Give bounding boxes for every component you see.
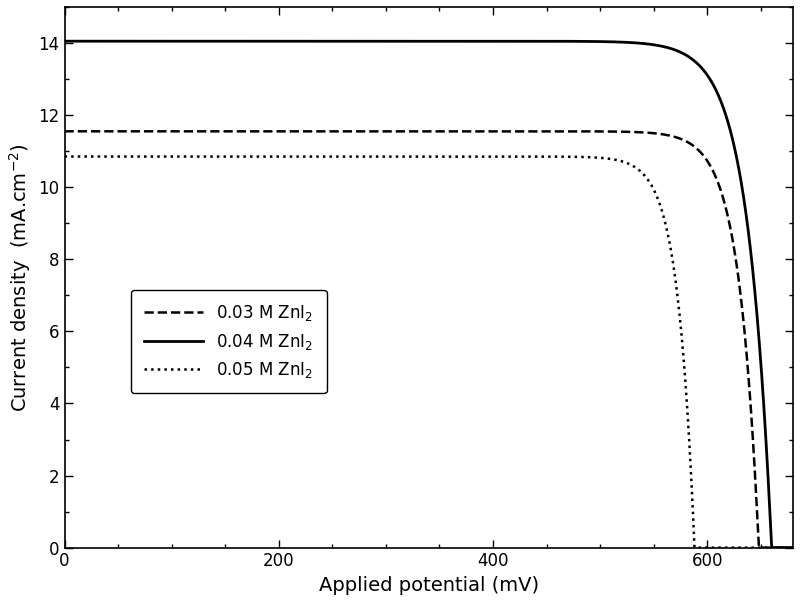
0.03 M ZnI$_2$ [380, 128, 390, 135]
0.04 M ZnI$_2$ [190, 37, 199, 45]
0.04 M ZnI$_2$ [380, 37, 390, 45]
0.04 M ZnI$_2$ [60, 37, 70, 45]
0.03 M ZnI$_2$ [714, 182, 724, 189]
0.03 M ZnI$_2$ [754, 544, 764, 551]
0.03 M ZnI$_2$ [347, 128, 357, 135]
0.05 M ZnI$_2$ [347, 153, 357, 160]
0.05 M ZnI$_2$ [795, 544, 800, 551]
0.03 M ZnI$_2$ [190, 128, 199, 135]
0.03 M ZnI$_2$ [146, 128, 155, 135]
0.04 M ZnI$_2$ [767, 544, 777, 551]
Line: 0.04 M ZnI$_2$: 0.04 M ZnI$_2$ [65, 41, 800, 548]
0.05 M ZnI$_2$ [690, 544, 699, 551]
Legend: 0.03 M ZnI$_2$, 0.04 M ZnI$_2$, 0.05 M ZnI$_2$: 0.03 M ZnI$_2$, 0.04 M ZnI$_2$, 0.05 M Z… [131, 290, 326, 393]
0.04 M ZnI$_2$ [146, 37, 155, 45]
0.03 M ZnI$_2$ [60, 128, 70, 135]
0.04 M ZnI$_2$ [714, 93, 724, 100]
0.04 M ZnI$_2$ [347, 37, 357, 45]
Line: 0.05 M ZnI$_2$: 0.05 M ZnI$_2$ [65, 157, 800, 548]
0.04 M ZnI$_2$ [795, 544, 800, 551]
0.05 M ZnI$_2$ [190, 153, 199, 160]
0.05 M ZnI$_2$ [146, 153, 155, 160]
Line: 0.03 M ZnI$_2$: 0.03 M ZnI$_2$ [65, 131, 800, 548]
0.05 M ZnI$_2$ [60, 153, 70, 160]
0.03 M ZnI$_2$ [795, 544, 800, 551]
0.05 M ZnI$_2$ [380, 153, 390, 160]
X-axis label: Applied potential (mV): Applied potential (mV) [318, 576, 539, 595]
0.05 M ZnI$_2$ [714, 544, 724, 551]
Y-axis label: Current density  (mA.cm$^{-2}$): Current density (mA.cm$^{-2}$) [7, 143, 33, 412]
